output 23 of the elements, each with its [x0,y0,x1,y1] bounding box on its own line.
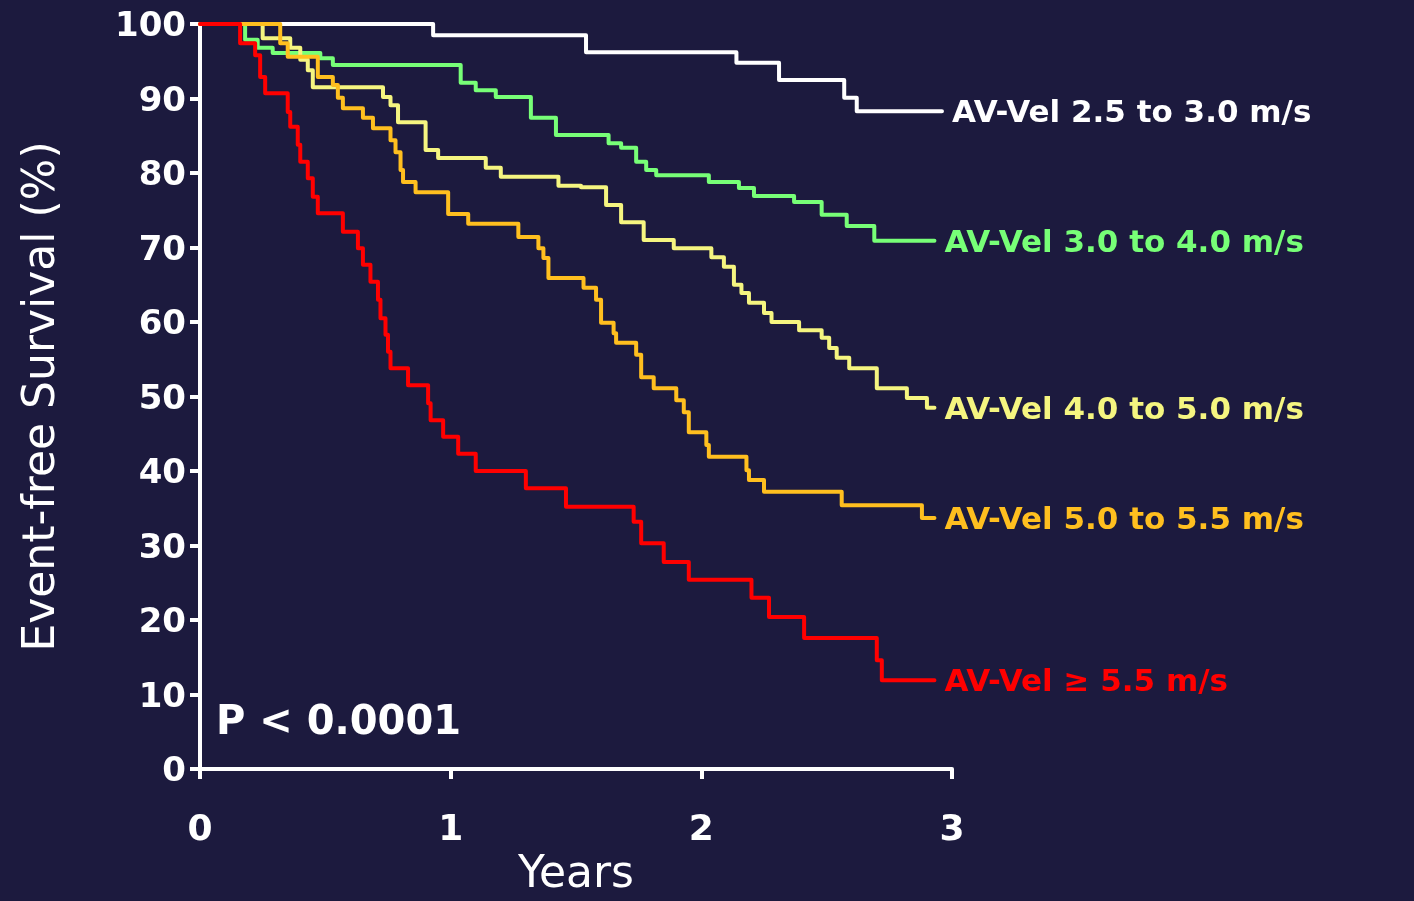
y-tick-label: 60 [138,302,186,342]
series-label: AV-Vel 2.5 to 3.0 m/s [951,93,1312,130]
x-axis-title: Years [516,846,635,898]
y-tick-label: 50 [138,376,186,417]
x-tick-label: 2 [688,806,714,848]
y-tick-label: 90 [138,78,186,119]
series-label: AV-Vel ≥ 5.5 m/s [944,662,1228,699]
y-axis-title: Event-free Survival (%) [12,141,64,652]
x-tick-label: 3 [939,806,965,848]
y-tick-label: 40 [138,451,186,491]
y-tick-label: 70 [138,227,186,268]
y-tick-label: 80 [138,153,186,193]
series-label: AV-Vel 5.0 to 5.5 m/s [944,499,1304,536]
y-tick-label: 20 [138,600,186,640]
series-label: AV-Vel 4.0 to 5.0 m/s [944,389,1304,426]
series-label: AV-Vel 3.0 to 4.0 m/s [944,222,1304,259]
y-tick-label: 100 [115,4,186,44]
y-tick-label: 0 [162,749,186,789]
annotation: P < 0.0001 [216,697,462,743]
x-tick-label: 0 [187,806,213,848]
x-tick-label: 1 [438,806,464,848]
y-tick-label: 30 [138,525,186,566]
y-tick-label: 10 [138,674,186,715]
